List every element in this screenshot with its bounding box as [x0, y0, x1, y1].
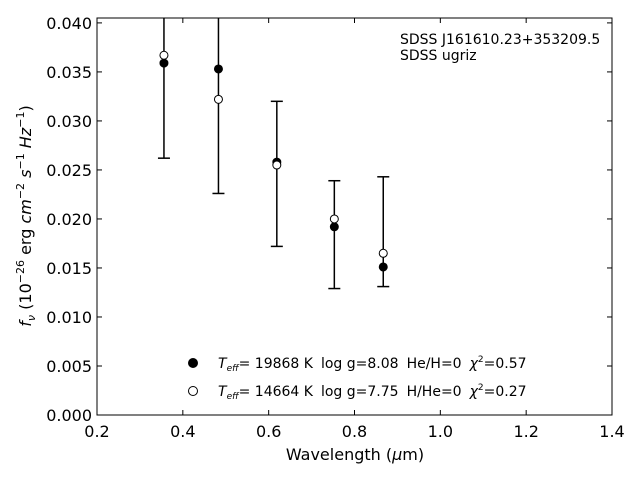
y-tick-label: 0.035 — [46, 63, 92, 82]
annotation-object-name: SDSS J161610.23+353209.5 — [400, 32, 600, 48]
point-open — [329, 214, 339, 224]
data-points — [159, 50, 388, 272]
plot-frame — [96, 17, 613, 416]
point-filled — [329, 222, 339, 232]
point-filled — [159, 58, 169, 68]
y-tick-label: 0.030 — [46, 112, 92, 131]
y-tick-label: 0.015 — [46, 259, 92, 278]
point-open — [159, 50, 169, 60]
y-tick-label: 0.040 — [46, 14, 92, 33]
y-tick-label: 0.005 — [46, 357, 92, 376]
point-filled — [378, 262, 388, 272]
y-tick-label: 0.025 — [46, 161, 92, 180]
x-tick-label: 1.2 — [513, 422, 538, 441]
point-open — [272, 160, 282, 170]
annotation-survey: SDSS ugriz — [400, 48, 477, 64]
x-tick-label: 0.2 — [84, 422, 109, 441]
point-open — [213, 94, 223, 104]
y-tick-label: 0.020 — [46, 210, 92, 229]
y-axis-label: fν (10−26 erg cm−2 s−1 Hz−1) — [14, 105, 38, 326]
x-tick-label: 0.4 — [170, 422, 195, 441]
point-filled — [213, 64, 223, 74]
x-tick-label: 1.4 — [599, 422, 624, 441]
legend-marker-open — [188, 386, 198, 396]
y-tick-label: 0.010 — [46, 308, 92, 327]
x-axis-label: Wavelength (μm) — [286, 445, 424, 464]
y-tick-label: 0.000 — [46, 406, 92, 425]
legend-marker-filled — [188, 358, 198, 368]
error-bars — [157, 18, 390, 290]
x-tick-label: 0.8 — [342, 422, 367, 441]
axis-ticks: 0.2 0.4 0.6 0.8 1.0 1.2 1.4 0.000 0.005 0.010 0.01… — [46, 14, 625, 441]
x-tick-label: 1.0 — [428, 422, 453, 441]
point-open — [378, 248, 388, 258]
x-tick-label: 0.6 — [256, 422, 281, 441]
